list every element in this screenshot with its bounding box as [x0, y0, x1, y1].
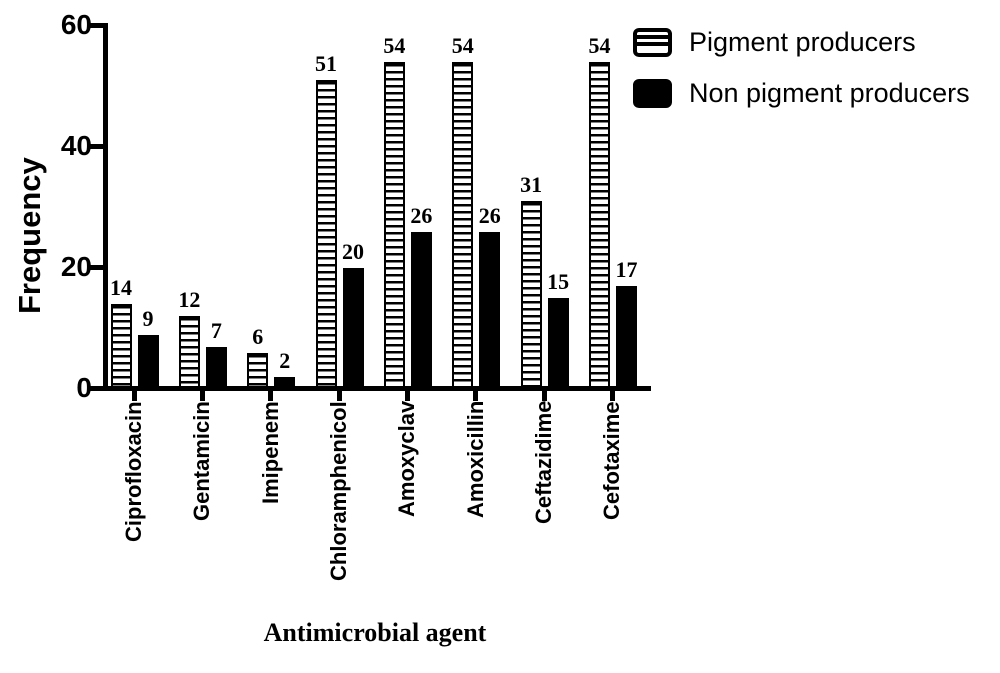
bar-pigment-ciprofloxacin — [110, 304, 132, 389]
solid-bar-swatch-icon — [633, 79, 672, 108]
x-axis-tick — [131, 386, 137, 401]
category-label-ceftazidime: Ceftazidime — [531, 401, 557, 525]
bar-pigment-chloramphenicol — [315, 80, 337, 389]
bar-non-pigment-gentamicin — [205, 346, 227, 389]
y-axis-line — [103, 23, 108, 391]
category-label-imipenem: Imipenem — [257, 401, 283, 504]
bar-value-label: 14 — [110, 275, 132, 301]
y-axis-tick — [90, 264, 104, 270]
bar-pigment-cefotaxime — [588, 62, 610, 389]
bar-value-label: 2 — [279, 347, 291, 373]
y-axis-tick — [90, 385, 104, 391]
category-label-chloramphenicol: Chloramphenicol — [326, 401, 352, 581]
bar-non-pigment-ceftazidime — [547, 298, 569, 389]
bar-non-pigment-imipenem — [274, 376, 296, 389]
legend-label: Non pigment producers — [689, 78, 970, 108]
category-label-ciprofloxacin: Ciprofloxacin — [121, 401, 146, 542]
bar-value-label: 9 — [142, 305, 154, 331]
category-label-cefotaxime: Cefotaxime — [599, 401, 625, 520]
x-axis-line — [100, 386, 651, 391]
bar-value-label: 7 — [210, 317, 222, 343]
y-tick-label: 20 — [60, 251, 92, 282]
legend-item-non-pigment-producers: Non pigment producers — [633, 79, 970, 108]
x-axis-tick — [473, 386, 479, 401]
bar-non-pigment-ciprofloxacin — [137, 334, 159, 389]
bar-value-label: 17 — [615, 257, 638, 283]
category-label-gentamicin: Gentamicin — [189, 401, 215, 521]
bar-value-label: 26 — [410, 202, 433, 228]
bar-non-pigment-cefotaxime — [615, 286, 637, 389]
bar-pigment-amoxicillin — [452, 62, 474, 389]
y-tick-label: 0 — [76, 372, 92, 403]
x-axis-title: Antimicrobial agent — [263, 618, 487, 647]
category-label-amoxicillin: Amoxicillin — [462, 401, 488, 519]
bar-value-label: 31 — [520, 172, 543, 198]
bar-value-label: 15 — [547, 269, 570, 295]
bar-value-label: 26 — [478, 202, 501, 228]
legend-item-pigment-producers: Pigment producers — [633, 28, 916, 57]
y-tick-label: 60 — [60, 9, 92, 40]
bar-non-pigment-amoxyclav — [410, 231, 432, 389]
bar-value-label: 54 — [383, 33, 406, 59]
striped-bar-swatch-icon — [633, 28, 672, 57]
y-axis-tick — [90, 22, 104, 28]
x-axis-tick — [609, 386, 615, 401]
bar-non-pigment-amoxicillin — [479, 231, 501, 389]
bar-pigment-imipenem — [247, 352, 269, 389]
x-axis-tick — [268, 386, 274, 401]
category-label-amoxyclav: Amoxyclav — [394, 401, 420, 518]
x-axis-tick — [336, 386, 342, 401]
bar-value-label: 12 — [178, 287, 201, 313]
y-tick-label: 40 — [60, 130, 92, 161]
bar-pigment-amoxyclav — [383, 62, 405, 389]
bar-pigment-gentamicin — [178, 316, 200, 389]
y-axis-tick — [90, 143, 104, 149]
bar-value-label: 6 — [252, 323, 264, 349]
x-axis-tick — [404, 386, 410, 401]
x-axis-tick — [199, 386, 205, 401]
legend-label: Pigment producers — [689, 27, 916, 57]
bar-value-label: 54 — [451, 33, 474, 59]
bar-pigment-ceftazidime — [520, 201, 542, 389]
bar-value-label: 54 — [588, 33, 611, 59]
bar-value-label: 20 — [342, 239, 365, 264]
bar-value-label: 51 — [315, 51, 338, 77]
bar-non-pigment-chloramphenicol — [342, 268, 364, 389]
x-axis-tick — [541, 386, 547, 401]
